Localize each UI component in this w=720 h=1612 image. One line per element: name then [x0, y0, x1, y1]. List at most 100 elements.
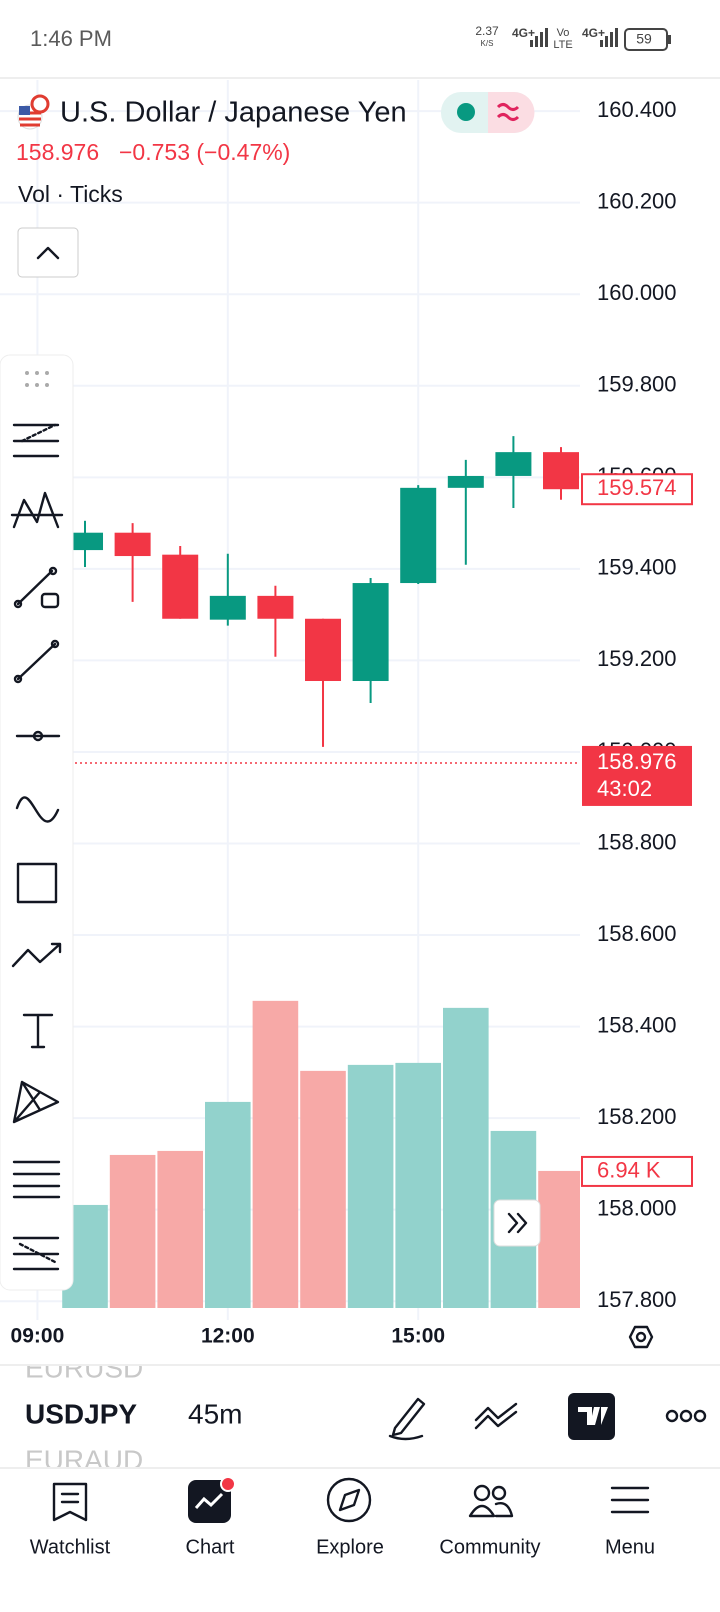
y-tick-label: 160.400 — [597, 97, 677, 122]
candle-body — [257, 595, 294, 619]
tool-trend-angles[interactable] — [12, 423, 60, 458]
delay-icon — [496, 103, 520, 121]
symbol-prev: EURUSD — [25, 1352, 143, 1383]
y-tick-label: 160.000 — [597, 280, 677, 305]
current-price-label: 158.976 — [597, 749, 677, 774]
menu-icon[interactable] — [610, 1486, 650, 1514]
indicator-legend: Vol · Ticks — [18, 181, 123, 207]
battery-level: 59 — [636, 31, 652, 47]
nav-label: Community — [439, 1536, 540, 1558]
signal-icon — [600, 28, 618, 47]
tool-path[interactable] — [11, 942, 62, 968]
y-tick-label: 157.800 — [597, 1287, 677, 1312]
last-close-label: 159.574 — [597, 475, 677, 500]
explore-icon[interactable] — [326, 1477, 372, 1523]
volume-bar — [347, 1064, 394, 1308]
tool-patterns[interactable] — [10, 491, 64, 529]
tool-fib[interactable] — [12, 1160, 61, 1199]
status-volte-lte: LTE — [553, 39, 572, 51]
candle-body — [209, 595, 246, 620]
countdown-label: 43:02 — [597, 776, 652, 801]
collapse-button[interactable] — [17, 227, 79, 278]
volume-tag — [581, 1155, 693, 1187]
status-net: 4G+ — [582, 26, 605, 40]
symbol-current: USDJPY — [25, 1398, 137, 1429]
draw-icon[interactable] — [388, 1397, 426, 1441]
community-icon[interactable] — [468, 1484, 514, 1518]
candle-body — [400, 487, 437, 584]
candle-body — [543, 452, 580, 490]
last-close-tag — [581, 473, 693, 506]
status-net: 4G+ — [512, 26, 535, 40]
settings-icon-center — [635, 1331, 647, 1343]
volume-bar — [252, 1000, 299, 1308]
nav-labels: Watchlist Chart Explore Community Menu — [30, 1536, 655, 1558]
nav-label: Menu — [605, 1536, 655, 1558]
nav-label: Watchlist — [30, 1536, 111, 1558]
flag-jp — [30, 94, 50, 114]
status-speed-unit: K/S — [481, 39, 494, 48]
y-tick-label: 158.000 — [597, 1195, 677, 1220]
candle-body — [162, 554, 199, 619]
candle-body — [114, 532, 151, 557]
volume-bar — [443, 1007, 489, 1308]
signal-icon — [530, 28, 548, 47]
status-pill-right — [488, 92, 535, 133]
chart-badge — [220, 1476, 236, 1492]
interval: 45m — [188, 1398, 242, 1429]
drag-handle — [25, 371, 49, 387]
axis-layer: 160.400160.200160.000159.800159.600159.4… — [11, 97, 693, 1348]
double-chevron-icon — [507, 1212, 528, 1234]
tool-pitchfork[interactable] — [12, 1080, 60, 1124]
y-tick-label: 159.400 — [597, 555, 677, 580]
settings-icon[interactable] — [628, 1325, 654, 1349]
symbol-title: U.S. Dollar / Japanese Yen — [60, 97, 407, 129]
y-tick-label: 158.600 — [597, 921, 677, 946]
y-tick-label: 160.200 — [597, 188, 677, 213]
candle-body — [495, 452, 532, 476]
symbol-next: EURAUD — [25, 1444, 143, 1475]
tool-curve[interactable] — [15, 796, 60, 823]
x-tick-label: 09:00 — [11, 1325, 65, 1348]
candle-body — [447, 475, 484, 488]
flag-canton — [19, 106, 30, 115]
volume-tag-label: 6.94 K — [597, 1158, 661, 1183]
status-time: 1:46 PM — [30, 26, 112, 51]
y-tick-label: 158.400 — [597, 1012, 677, 1037]
candle-body — [67, 532, 104, 551]
nav-label: Chart — [186, 1536, 235, 1558]
indicators-icon[interactable] — [474, 1402, 518, 1430]
candle-body — [305, 618, 342, 682]
status-speed: 2.37 — [475, 24, 499, 38]
symbol-picker[interactable]: EURUSD USDJPY 45m EURAUD — [25, 1352, 242, 1475]
watchlist-icon[interactable] — [52, 1482, 88, 1522]
price-axis-bg — [580, 80, 720, 1365]
volume-bar — [300, 1070, 346, 1308]
header-price: 158.976 — [16, 139, 99, 165]
tool-forecast[interactable] — [12, 1236, 60, 1271]
tool-rectangle[interactable] — [16, 862, 58, 904]
chevron-up-icon — [36, 246, 60, 260]
volume-bar — [205, 1101, 251, 1308]
chart-icon[interactable] — [188, 1480, 231, 1523]
x-tick-label: 15:00 — [391, 1325, 445, 1348]
volume-bar — [157, 1150, 204, 1308]
tool-trendline[interactable] — [13, 639, 60, 684]
y-tick-label: 158.800 — [597, 829, 677, 854]
tool-horizontal-ray[interactable] — [15, 730, 61, 742]
current-price-tag — [582, 745, 692, 806]
volume-bar — [395, 1062, 442, 1308]
status-volte: Vo — [557, 27, 570, 39]
tool-trendline-shapes[interactable] — [13, 566, 60, 609]
candle-body — [352, 583, 389, 682]
more-icon[interactable] — [665, 1409, 707, 1423]
volume-bar — [538, 1170, 580, 1308]
y-tick-label: 159.200 — [597, 646, 677, 671]
battery-icon — [624, 28, 668, 51]
tool-text[interactable] — [22, 1013, 54, 1049]
y-tick-label: 158.200 — [597, 1104, 677, 1129]
tv-logo — [578, 1407, 608, 1425]
chart-icon-line — [194, 1492, 224, 1509]
